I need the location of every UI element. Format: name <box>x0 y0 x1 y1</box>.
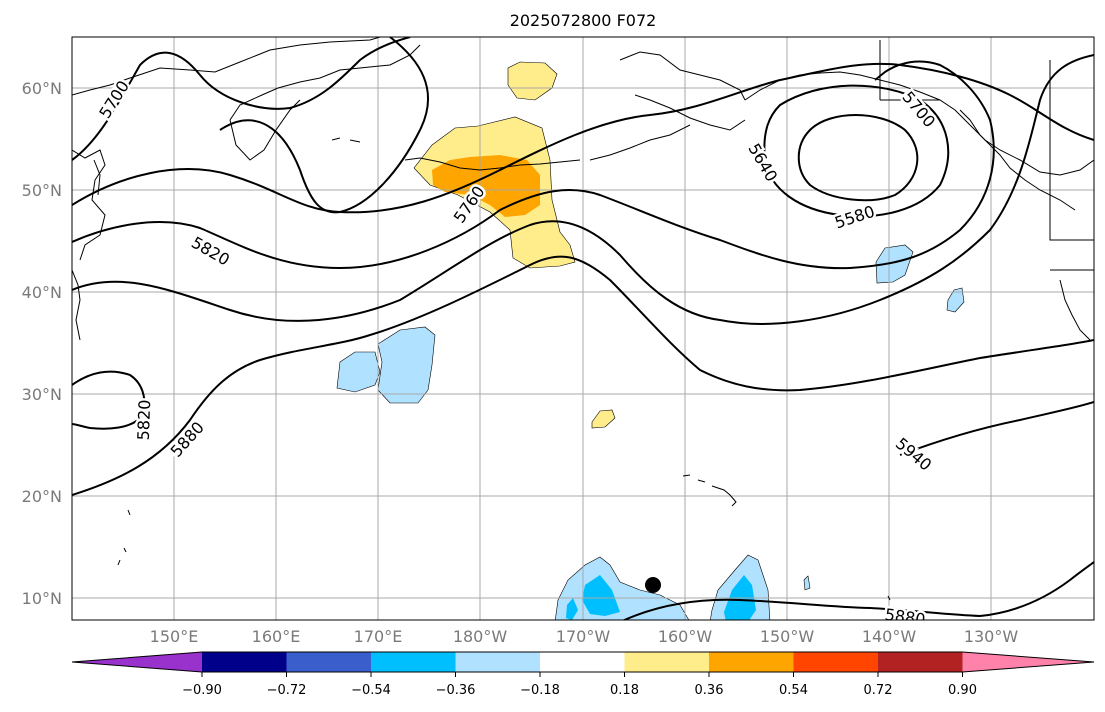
colorbar-tick-label: −0.36 <box>436 683 476 698</box>
lat-label: 30°N <box>22 385 62 404</box>
lon-label: 170°E <box>354 627 403 646</box>
colorbar-segment <box>455 652 540 672</box>
colorbar-tick-label: −0.72 <box>267 683 307 698</box>
contour-label: 5820 <box>134 399 154 440</box>
lon-label: 180°W <box>453 627 508 646</box>
lon-label: 150°W <box>760 627 815 646</box>
lon-label: 160°W <box>658 627 713 646</box>
shaded-field <box>336 61 965 620</box>
colorbar-segment <box>624 652 709 672</box>
colorbar-segment <box>878 652 963 672</box>
positive-anomaly-region <box>591 409 616 429</box>
colorbar-tick-label: 0.36 <box>695 683 724 698</box>
colorbar-segment <box>371 652 456 672</box>
coastlines <box>72 37 1094 601</box>
negative-anomaly-region <box>582 575 620 616</box>
lat-label: 40°N <box>22 283 62 302</box>
lon-label: 140°W <box>862 627 917 646</box>
lat-label: 50°N <box>22 181 62 200</box>
negative-anomaly-region <box>377 326 436 404</box>
negative-anomaly-region <box>875 244 914 284</box>
map-title: 2025072800 F072 <box>510 11 657 30</box>
colorbar-min-extension <box>72 652 202 672</box>
colorbar-segment <box>793 652 878 672</box>
latitude-labels: 10°N 20°N 30°N 40°N 50°N 60°N <box>22 79 62 608</box>
longitude-labels: 150°E 160°E 170°E 180°W 170°W 160°W 150°… <box>150 627 1019 646</box>
colorbar-tick-label: −0.90 <box>182 683 222 698</box>
lat-label: 20°N <box>22 487 62 506</box>
colorbar-max-extension <box>962 652 1094 672</box>
plot-frame <box>71 36 1095 621</box>
colorbar-tick-label: 0.54 <box>779 683 808 698</box>
negative-anomaly-region <box>946 287 965 313</box>
colorbar-tick-label: −0.54 <box>351 683 391 698</box>
lat-label: 60°N <box>22 79 62 98</box>
lon-label: 160°E <box>252 627 301 646</box>
negative-anomaly-region <box>803 575 811 591</box>
storm-center-marker <box>645 577 661 593</box>
height-contours <box>72 37 1094 620</box>
colorbar-tick-label: 0.18 <box>610 683 639 698</box>
colorbar-segment <box>202 652 287 672</box>
colorbar-ticks <box>201 672 963 677</box>
colorbar-segment <box>540 652 625 672</box>
colorbar-segment <box>286 652 371 672</box>
lat-label: 10°N <box>22 589 62 608</box>
colorbar: −0.90 −0.72 −0.54 −0.36 −0.18 0.18 0.36 … <box>71 651 1095 698</box>
lon-label: 150°E <box>150 627 199 646</box>
lon-label: 170°W <box>556 627 611 646</box>
graticule <box>72 37 1094 620</box>
positive-anomaly-region <box>432 155 540 217</box>
colorbar-tick-label: −0.18 <box>520 683 560 698</box>
colorbar-segment <box>709 652 794 672</box>
lon-label: 130°W <box>964 627 1019 646</box>
colorbar-tick-label: 0.72 <box>864 683 893 698</box>
colorbar-tick-label: 0.90 <box>948 683 977 698</box>
negative-anomaly-region <box>566 598 578 620</box>
